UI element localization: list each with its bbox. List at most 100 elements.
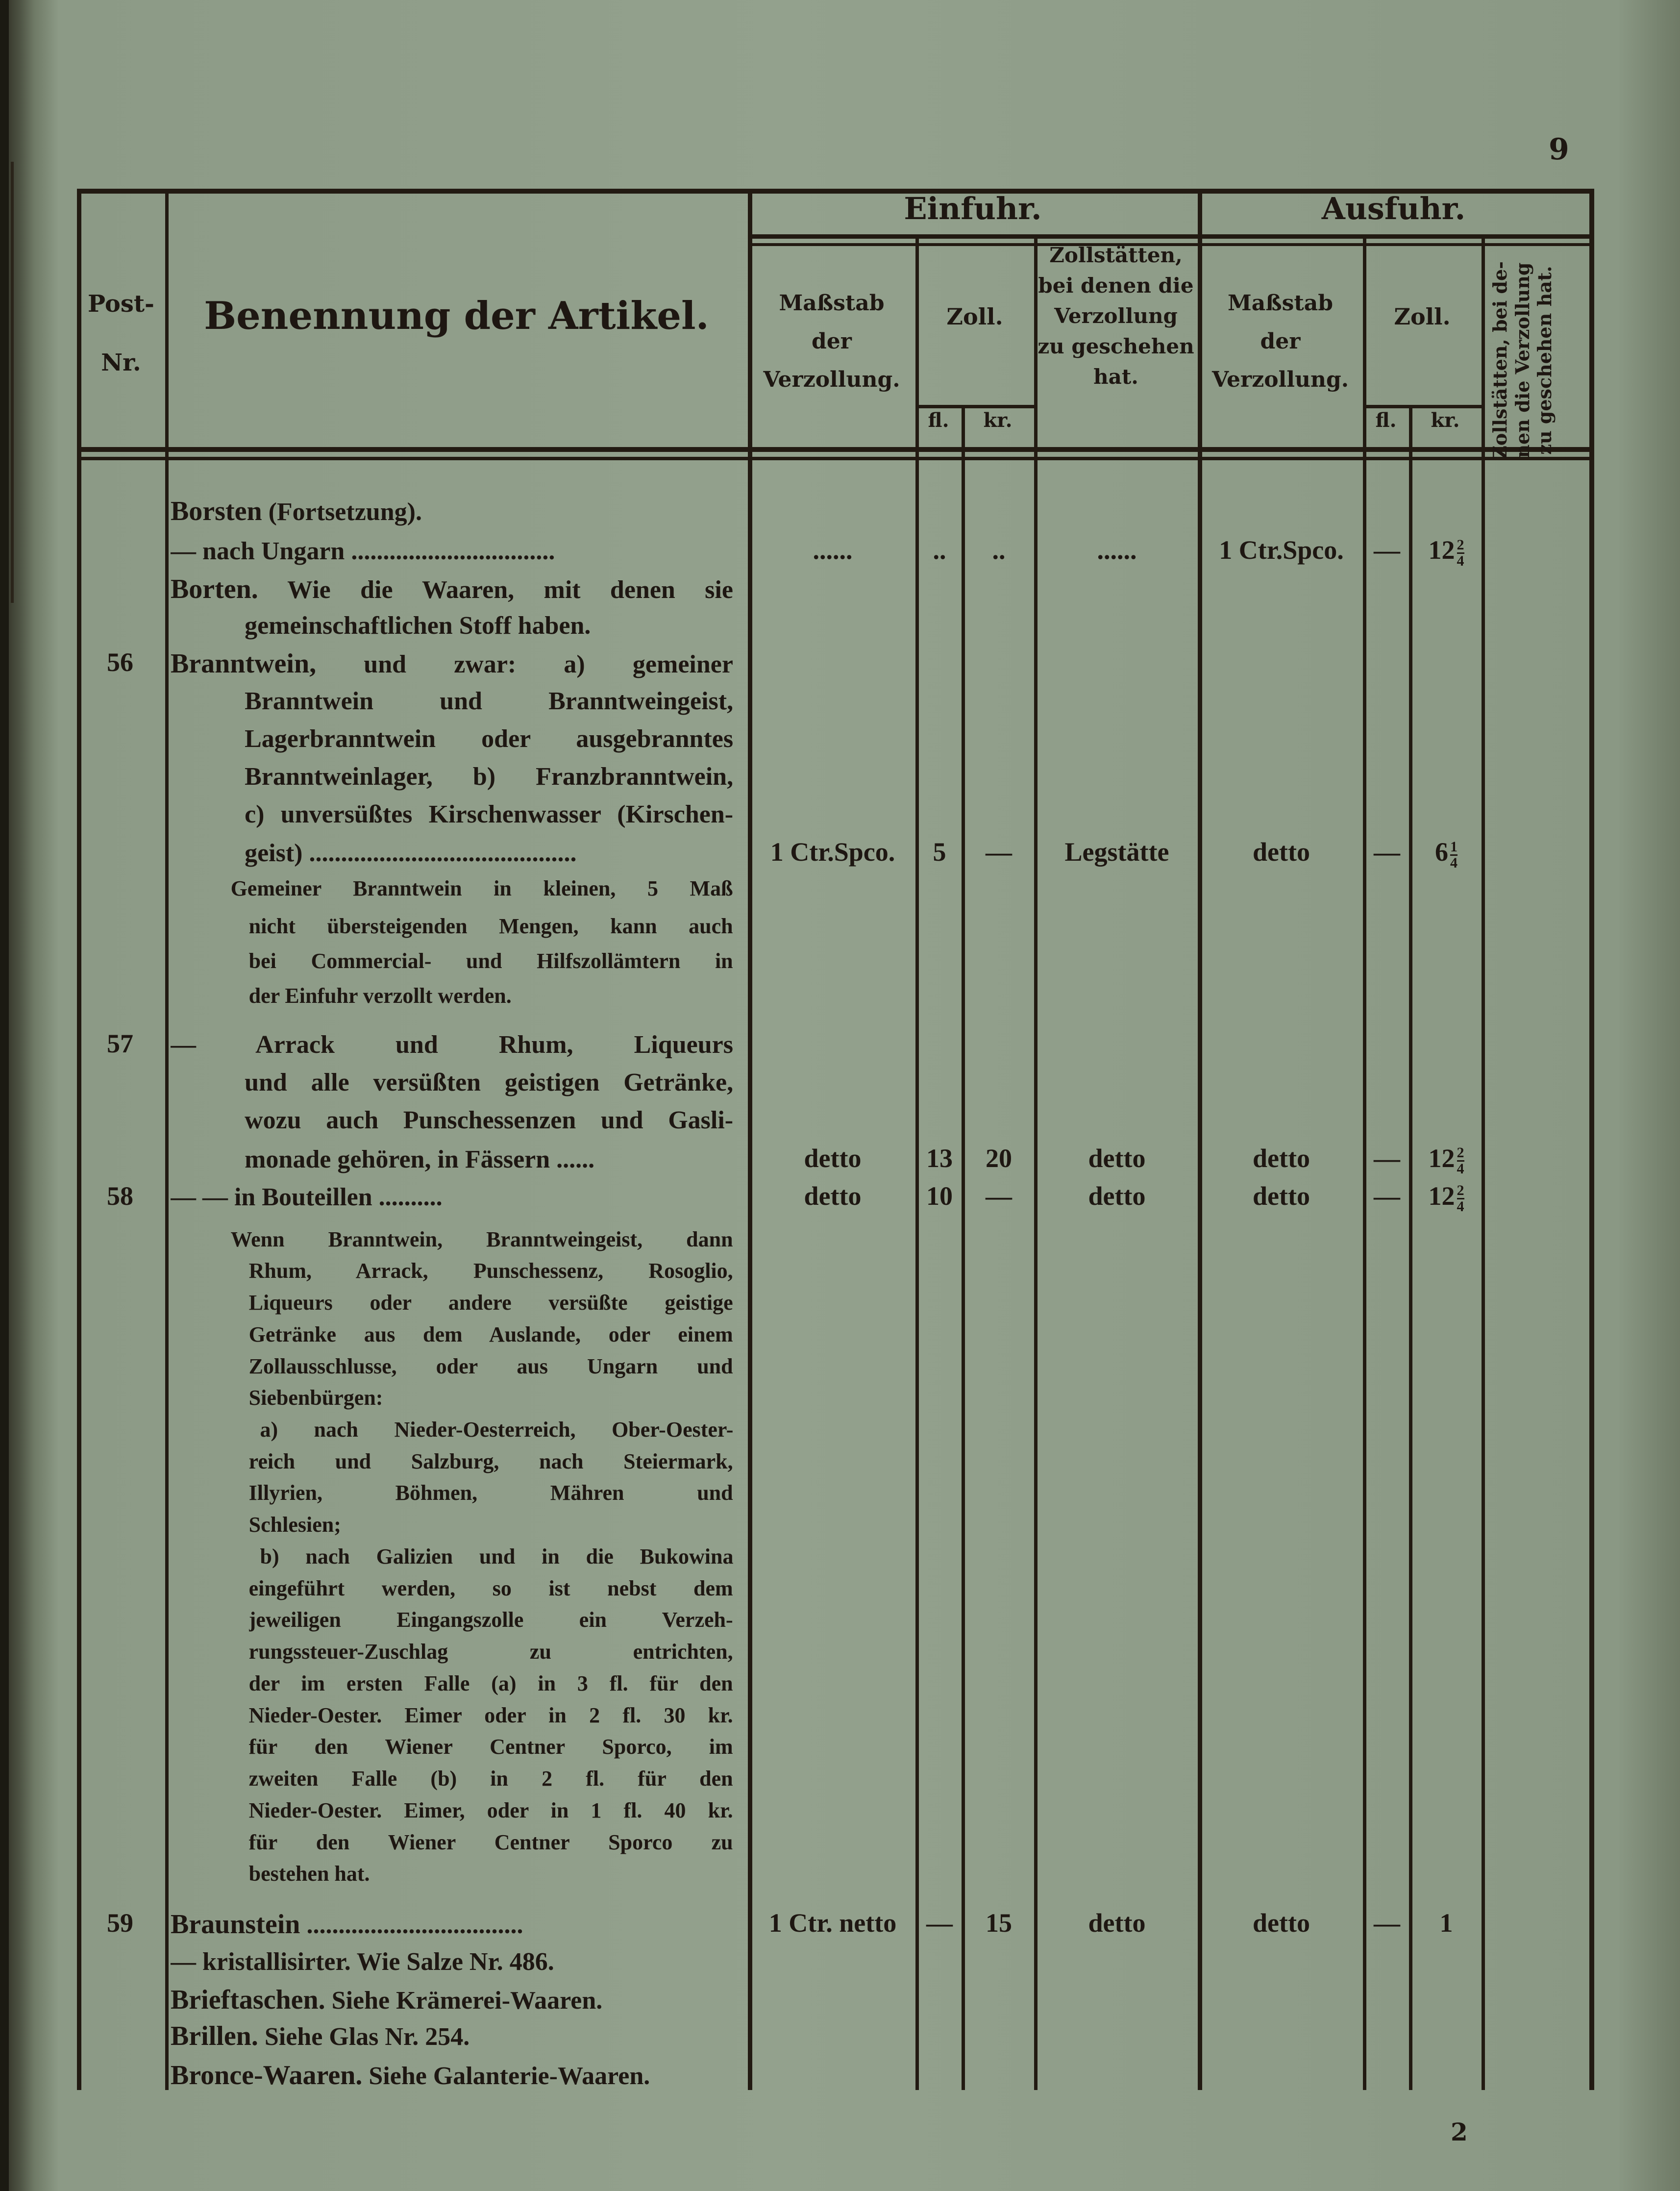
article-line: monade gehören, in Fässern ...... xyxy=(245,1142,735,1178)
note-line: Siebenbürgen: xyxy=(249,1383,735,1413)
cell-aus-mass: detto xyxy=(1203,837,1360,867)
cell-content: detto xyxy=(1088,1908,1146,1938)
article-text: wozu auch Punschessenzen und Gasli- xyxy=(245,1106,734,1135)
article-text: bestehen hat. xyxy=(248,1862,370,1886)
binding-edge-line xyxy=(11,162,14,603)
cell-content: 12 2 4 xyxy=(1429,1181,1464,1214)
column-rule xyxy=(915,238,919,2090)
cell-content: ...... xyxy=(813,535,853,565)
cell-ein-stat: detto xyxy=(1039,1908,1195,1938)
article-text: Siebenbürgen: xyxy=(248,1386,383,1410)
article-text: jeweiligen Eingangszolle ein Verzeh- xyxy=(248,1608,733,1632)
line-text: jeweiligen Eingangszolle ein Verzeh- xyxy=(249,1605,733,1635)
line-text: für den Wiener Centner Sporco, im xyxy=(249,1732,733,1762)
column-rule xyxy=(1034,238,1038,2090)
article-text: — nach Ungarn ..........................… xyxy=(170,537,555,566)
article-line: Borten. Wie die Waaren, mit denen sie xyxy=(171,571,735,607)
article-name: Borten. xyxy=(170,574,258,605)
header-export-duty: Zoll. xyxy=(1394,303,1451,330)
article-name: Brillen. xyxy=(170,2021,258,2052)
header-article: Benennung der Artikel. xyxy=(204,294,709,338)
article-text: c) unversüßtes Kirschenwasser (Kirschen- xyxy=(245,800,734,828)
article-line: — Arrack und Rhum, Liqueurs xyxy=(171,1027,735,1063)
line-text: der Einfuhr verzollt werden. xyxy=(249,981,512,1011)
line-text: Schlesien; xyxy=(249,1510,341,1540)
line-text: a) nach Nieder-Oesterreich, Ober-Oester- xyxy=(260,1415,733,1444)
cell-content: — xyxy=(1374,535,1400,565)
article-text: eingeführt werden, so ist nebst dem xyxy=(248,1576,733,1600)
article-text: Liqueurs oder andere versüßte geistige xyxy=(248,1291,733,1315)
cell-ein-kr: 15 xyxy=(966,1908,1031,1938)
cell-content: detto xyxy=(1253,1908,1310,1938)
cell-content: detto xyxy=(804,1181,862,1211)
cell-content: 15 xyxy=(986,1908,1012,1938)
column-rule xyxy=(748,189,752,2090)
cell-ein-stat: Legstätte xyxy=(1039,837,1195,867)
fraction-whole: 12 xyxy=(1428,1144,1455,1173)
article-line: geist) .................................… xyxy=(245,835,735,871)
cell-aus-mass: detto xyxy=(1203,1143,1360,1173)
line-text: — — in Bouteillen .......... xyxy=(171,1179,443,1216)
column-rule xyxy=(1482,238,1485,2090)
article-text: für den Wiener Centner Sporco zu xyxy=(248,1830,733,1854)
header-text: zu geschehen xyxy=(1038,334,1194,358)
row-rule xyxy=(77,457,1593,460)
note-line: Nieder-Oester. Eimer oder in 2 fl. 30 kr… xyxy=(249,1701,735,1730)
article-text: Schlesien; xyxy=(248,1513,341,1537)
article-line: Lagerbranntwein oder ausgebranntes xyxy=(245,721,735,757)
cell-content: 20 xyxy=(986,1144,1012,1173)
header-text: Verzollung. xyxy=(1211,367,1349,392)
line-text: Bronce-Waaren. Siehe Galanterie-Waaren. xyxy=(171,2057,650,2093)
line-text: Getränke aus dem Auslande, oder einem xyxy=(249,1320,733,1349)
article-line: c) unversüßtes Kirschenwasser (Kirschen- xyxy=(245,797,735,833)
header-text: der xyxy=(1260,329,1301,354)
article-text: der im ersten Falle (a) in 3 fl. für den xyxy=(248,1671,733,1695)
line-text: Lagerbranntwein oder ausgebranntes xyxy=(245,721,733,757)
article-text: — Arrack und Rhum, Liqueurs xyxy=(170,1031,733,1059)
article-line: — — in Bouteillen .......... xyxy=(171,1179,735,1216)
cell-aus-fl: — xyxy=(1368,1908,1406,1938)
note-line: der im ersten Falle (a) in 3 fl. für den xyxy=(249,1669,735,1698)
note-line: jeweiligen Eingangszolle ein Verzeh- xyxy=(249,1605,735,1635)
cell-aus-kr: 1 xyxy=(1414,1908,1479,1938)
header-export-kr: kr. xyxy=(1431,409,1460,432)
header-text: zu geschehen hat. xyxy=(1533,266,1556,455)
line-text: reich und Salzburg, nach Steiermark, xyxy=(249,1447,733,1476)
cell-content: detto xyxy=(1088,1144,1146,1173)
header-import-kr: kr. xyxy=(983,409,1013,432)
cell-ein-fl: — xyxy=(920,1908,959,1938)
article-line: wozu auch Punschessenzen und Gasli- xyxy=(245,1102,735,1139)
column-rule xyxy=(962,407,965,2090)
article-text: und alle versüßten geistigen Getränke, xyxy=(245,1069,734,1097)
line-text: Rhum, Arrack, Punschessenz, Rosoglio, xyxy=(249,1256,733,1286)
fraction-denominator: 4 xyxy=(1450,854,1458,871)
cell-aus-kr: 12 2 4 xyxy=(1414,1181,1479,1214)
row-rule xyxy=(77,447,1593,452)
article-text: Illyrien, Böhmen, Mähren und xyxy=(248,1481,733,1505)
article-line: Brillen. Siehe Glas Nr. 254. xyxy=(171,2018,735,2054)
article-name: Branntwein, xyxy=(170,648,317,679)
article-text: .................................. xyxy=(300,1911,523,1940)
cell-ein-fl: 5 xyxy=(920,837,959,867)
cell-content: 1 xyxy=(1439,1908,1453,1938)
cell-content: 12 2 4 xyxy=(1429,535,1464,568)
article-text: Nieder-Oester. Eimer oder in 2 fl. 30 kr… xyxy=(248,1703,733,1727)
cell-content: 1 Ctr. netto xyxy=(768,1908,897,1938)
note-line: für den Wiener Centner Sporco, im xyxy=(249,1732,735,1762)
note-line: der Einfuhr verzollt werden. xyxy=(249,981,735,1011)
header-text: der xyxy=(812,329,852,354)
cell-ein-kr: 20 xyxy=(966,1143,1031,1173)
article-text: Lagerbranntwein oder ausgebranntes xyxy=(245,724,734,753)
cell-content: detto xyxy=(1088,1181,1146,1211)
note-line: eingeführt werden, so ist nebst dem xyxy=(249,1574,735,1603)
line-text: nicht übersteigenden Mengen, kann auch xyxy=(249,912,733,941)
header-text: hat. xyxy=(1093,365,1138,389)
line-text: wozu auch Punschessenzen und Gasli- xyxy=(245,1102,733,1139)
cell-content: .. xyxy=(992,535,1006,565)
cell-content: 5 xyxy=(933,837,946,867)
article-text: und zwar: a) gemeiner xyxy=(316,650,733,678)
article-text: gemeinschaftlichen Stoff haben. xyxy=(245,611,591,640)
note-line: a) nach Nieder-Oesterreich, Ober-Oester- xyxy=(260,1415,735,1444)
